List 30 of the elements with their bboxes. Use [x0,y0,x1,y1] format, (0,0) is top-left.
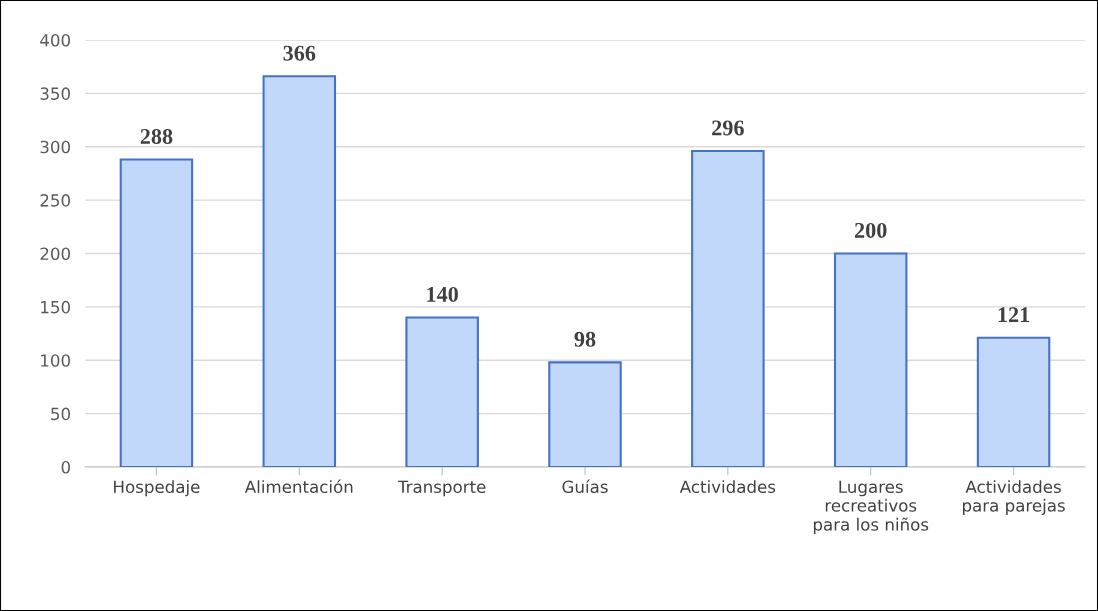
y-tick-label: 50 [51,407,70,421]
bar [691,149,765,467]
data-label: 140 [427,286,458,302]
x-tick-label: Actividades [679,480,776,494]
bar [976,336,1051,467]
bar [833,252,908,467]
bar [405,316,479,467]
data-label: 366 [283,45,316,61]
bar [262,75,337,467]
data-label: 296 [712,120,744,136]
bar [119,158,194,467]
x-tick-label: Guías [562,479,608,494]
data-label: 98 [574,331,596,347]
y-tick-label: 400 [40,33,70,47]
y-tick-label: 250 [40,194,70,207]
data-label: 200 [854,222,887,238]
x-tick-label: Lugares recreativos para los niños [813,480,929,534]
data-label: 288 [140,128,173,144]
x-tick-label: Alimentación [244,479,353,494]
y-tick-label: 150 [41,300,70,314]
y-tick-label: 200 [40,247,70,261]
y-tick-label: 350 [40,87,70,100]
y-tick-label: 100 [41,354,70,367]
x-tick-label: Actividades para parejas [962,480,1065,515]
y-tick-label: 300 [40,140,70,154]
bar [548,361,622,467]
x-tick-label: Hospedaje [114,480,200,497]
data-label: 121 [998,307,1030,322]
y-tick-label: 0 [61,460,70,474]
x-tick-label: Transporte [397,480,486,497]
